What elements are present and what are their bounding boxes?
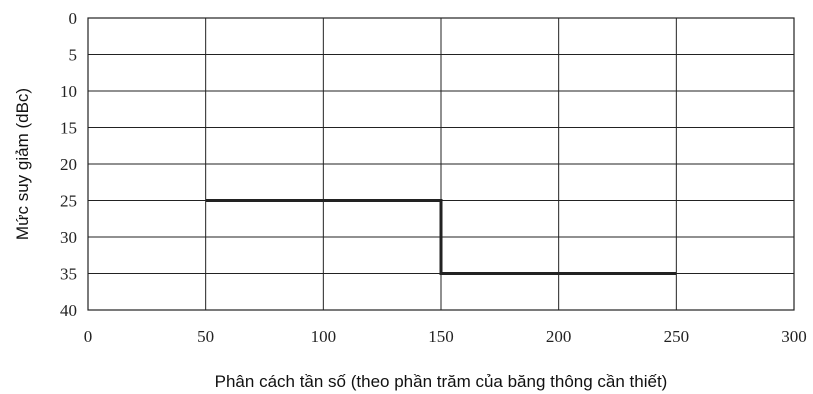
x-tick-label: 300 (781, 327, 807, 346)
y-tick-label: 40 (60, 301, 77, 320)
plot-area (87, 17, 795, 311)
y-tick-label: 5 (69, 46, 78, 65)
x-tick-labels: 0 50 100 150 200 250 300 (84, 327, 807, 346)
y-tick-label: 20 (60, 155, 77, 174)
y-axis-label: Mức suy giảm (dBc) (13, 88, 32, 240)
y-tick-label: 10 (60, 82, 77, 101)
y-tick-label: 35 (60, 265, 77, 284)
x-axis-label: Phân cách tần số (theo phần trăm của băn… (215, 372, 668, 391)
y-tick-label: 0 (69, 9, 78, 28)
series-layer (205, 199, 677, 275)
series-line-0 (205, 199, 677, 275)
x-tick-label: 50 (197, 327, 214, 346)
y-tick-label: 30 (60, 228, 77, 247)
x-tick-label: 200 (546, 327, 572, 346)
y-tick-label: 25 (60, 192, 77, 211)
y-tick-label: 15 (60, 119, 77, 138)
x-tick-label: 0 (84, 327, 93, 346)
x-tick-label: 100 (311, 327, 337, 346)
x-tick-label: 150 (428, 327, 454, 346)
x-tick-label: 250 (664, 327, 690, 346)
y-tick-labels: 0 5 10 15 20 25 30 35 40 (60, 9, 77, 320)
